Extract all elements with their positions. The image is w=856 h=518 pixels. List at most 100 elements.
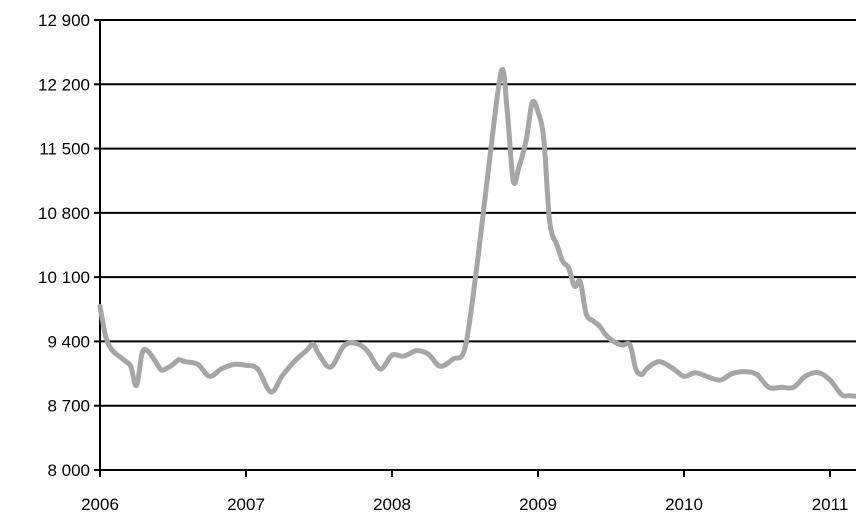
data-point <box>255 366 261 372</box>
data-point <box>316 351 322 357</box>
data-point <box>207 373 212 379</box>
x-tick-label: 2008 <box>373 495 411 514</box>
data-point <box>426 351 431 357</box>
data-point <box>560 259 566 264</box>
data-point <box>627 342 633 348</box>
data-point <box>602 331 608 337</box>
data-point <box>414 348 420 353</box>
data-point <box>669 365 675 371</box>
data-point <box>504 109 510 115</box>
data-point <box>328 364 334 370</box>
data-point <box>620 342 626 348</box>
data-point <box>280 373 285 378</box>
y-tick-label: 9 400 <box>47 332 90 351</box>
data-point <box>268 389 274 395</box>
data-point <box>656 359 662 364</box>
data-point <box>608 337 614 342</box>
data-point <box>291 359 297 364</box>
data-point <box>614 340 620 346</box>
x-tick-label: 2010 <box>665 495 703 514</box>
data-point <box>729 371 735 376</box>
data-point <box>182 359 188 364</box>
data-point <box>304 347 310 353</box>
data-point <box>541 137 547 142</box>
data-point <box>529 100 535 106</box>
data-point <box>742 369 748 375</box>
data-point <box>128 363 134 369</box>
data-point <box>134 383 139 388</box>
data-point <box>377 366 383 372</box>
data-point <box>516 164 522 170</box>
data-point <box>218 366 224 372</box>
data-point <box>766 384 772 390</box>
series-line <box>97 66 856 399</box>
data-point <box>310 341 316 347</box>
data-point <box>706 374 712 380</box>
x-tick-label: 2009 <box>519 495 557 514</box>
y-tick-label: 10 100 <box>38 268 90 287</box>
data-point <box>158 367 164 373</box>
data-point <box>802 373 808 379</box>
data-point <box>577 279 583 285</box>
data-point <box>122 358 128 364</box>
x-axis-ticks: 2006 2007 2008 2009 2010 2011 <box>81 470 848 514</box>
data-point <box>389 352 395 358</box>
data-point <box>554 242 560 248</box>
data-point <box>243 362 249 368</box>
data-point <box>341 343 347 349</box>
data-point <box>681 373 687 379</box>
data-point <box>639 372 645 377</box>
data-point <box>401 353 407 359</box>
y-tick-label: 8 700 <box>47 397 90 416</box>
data-point <box>596 323 602 329</box>
data-point <box>523 137 529 142</box>
data-point <box>718 377 723 383</box>
y-tick-label: 10 800 <box>38 204 90 223</box>
data-point <box>693 370 699 376</box>
data-point <box>583 311 589 317</box>
data-point <box>170 362 176 367</box>
data-point <box>437 363 443 369</box>
data-point <box>633 366 639 372</box>
y-tick-label: 8 000 <box>47 461 90 480</box>
data-point <box>103 334 109 340</box>
data-point <box>97 304 103 309</box>
data-point <box>145 349 151 354</box>
data-point <box>109 347 115 353</box>
data-point <box>510 178 516 184</box>
data-point <box>164 365 170 371</box>
data-point <box>779 384 785 390</box>
data-point <box>566 265 572 271</box>
data-point <box>547 219 553 225</box>
data-point <box>791 384 796 390</box>
data-point <box>572 283 577 289</box>
y-tick-label: 12 900 <box>38 11 90 30</box>
data-point <box>815 370 821 376</box>
data-point <box>462 345 468 351</box>
data-point <box>176 357 182 363</box>
y-tick-label: 11 500 <box>39 140 90 159</box>
gridlines <box>100 19 856 407</box>
data-point <box>535 109 541 115</box>
data-point <box>364 348 370 353</box>
y-tick-label: 12 200 <box>38 75 90 94</box>
data-point <box>153 359 158 364</box>
data-point <box>591 318 596 324</box>
data-point <box>474 265 480 271</box>
data-point <box>139 350 145 355</box>
data-point <box>839 392 845 398</box>
data-point <box>231 362 237 367</box>
series-group <box>97 66 856 399</box>
data-point <box>450 356 456 362</box>
data-point <box>754 372 760 377</box>
data-point <box>353 340 358 346</box>
data-point <box>499 68 504 73</box>
data-point <box>487 155 493 161</box>
x-tick-label: 2006 <box>81 495 119 514</box>
data-point <box>827 377 833 383</box>
data-point <box>116 353 122 359</box>
data-point <box>846 393 852 398</box>
data-point <box>645 365 650 371</box>
x-tick-label: 2011 <box>812 495 849 514</box>
